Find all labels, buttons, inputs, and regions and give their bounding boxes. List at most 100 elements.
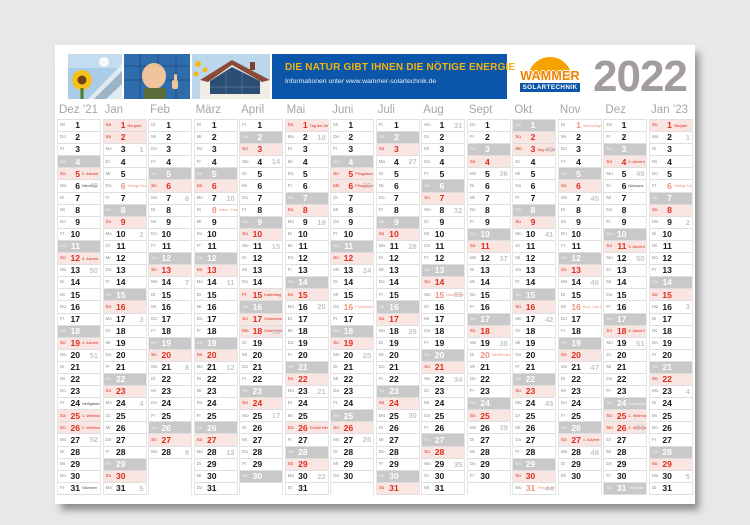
day-number: 2 — [211, 132, 217, 143]
weekday-label: Mi — [196, 219, 202, 224]
weekday-label: Do — [469, 206, 476, 212]
day-number: 31 — [298, 483, 308, 494]
day-cell: Mo 28 13 — [194, 446, 237, 459]
day-cell: Sa 17 — [604, 313, 647, 326]
day-cell: Di 17 — [285, 313, 328, 326]
day-cell: Di 13 — [467, 265, 510, 278]
day-cell: So 14 — [422, 277, 465, 290]
day-number: 18 — [616, 325, 627, 336]
day-cell: Mo18Ostermontag16 — [240, 325, 283, 338]
day-cell: Fr 16 — [604, 301, 647, 314]
day-cell: Sa 5 — [194, 168, 237, 181]
weekday-label: Sa — [333, 243, 339, 249]
week-number: 50 — [89, 266, 99, 276]
day-cell: Do 19 — [649, 337, 692, 350]
weekday-label: Sa — [105, 122, 112, 128]
day-cell: Do 1 — [604, 120, 647, 133]
day-cell: Do 2 — [331, 132, 374, 145]
month-label: Nov — [559, 104, 581, 116]
weekday-label: Mo — [424, 376, 431, 382]
day-cell: Di 4 — [513, 156, 556, 169]
day-number: 22 — [480, 374, 490, 385]
holiday-label: Reformationstag — [537, 485, 555, 491]
day-cell: Fr 2 — [467, 132, 510, 145]
day-number: 8 — [166, 204, 172, 215]
weekday-label: Di — [242, 339, 247, 345]
holiday-label: Buß- und Bettag — [582, 304, 601, 309]
week-number: 42 — [544, 314, 554, 324]
day-cell: Sa 5 — [149, 168, 192, 181]
weekday-label: Di — [515, 412, 520, 418]
weekday-label: Fr — [469, 303, 475, 309]
day-number: 13 — [525, 265, 536, 276]
day-number: 19 — [161, 337, 172, 348]
month-days: Fr 1 Sa 2 So 3 Mo 4 27 Di 5 Mi 6 Do 7 Fr 8 Sa 9 So 10 Mo 11 28 D… — [375, 119, 420, 495]
day-cell: Mi 25 — [285, 410, 328, 423]
day-cell: Fr 3 — [331, 144, 374, 157]
weekday-label: Sa — [151, 170, 157, 176]
weekday-label: Sa — [60, 243, 66, 249]
day-cell: Mo 4 14 — [240, 156, 283, 169]
day-cell: Sa 19 — [194, 337, 237, 350]
weekday-label: Fr — [287, 267, 293, 273]
day-number: 20 — [115, 350, 126, 361]
weekday-label: So — [105, 303, 112, 309]
day-number: 20 — [161, 350, 172, 361]
day-cell: Mo 2 18 — [285, 132, 328, 145]
day-number: 18 — [389, 325, 399, 336]
day-cell: Do 28 — [376, 446, 419, 459]
weekday-label: Mi — [242, 267, 247, 273]
day-number: 24 — [480, 398, 490, 409]
day-number: 10 — [298, 229, 308, 240]
day-cell: Mi 8 — [58, 204, 101, 217]
day-cell: Mi 24 — [422, 398, 465, 411]
empty-cell — [149, 470, 192, 483]
day-cell: So 6 — [194, 180, 237, 193]
day-number: 22 — [525, 374, 536, 385]
day-number: 19 — [525, 337, 536, 348]
boy-thumbs-up-solar-photo — [124, 54, 190, 99]
weekday-label: Di — [151, 206, 156, 212]
day-cell: Mo 11 28 — [376, 240, 419, 254]
day-cell: So 27 — [194, 434, 237, 447]
logo-brand-text: WAMMER — [520, 69, 580, 83]
weekday-label: Mi — [469, 279, 475, 285]
weekday-label: Mo — [424, 291, 431, 297]
weekday-label: Mi — [242, 352, 247, 358]
weekday-label: Di — [424, 472, 429, 478]
day-cell: So 29 — [649, 458, 692, 471]
day-cell: Do 15 — [604, 289, 647, 302]
day-cell: Sa 9 — [240, 216, 283, 229]
weekday-label: Mo — [287, 388, 295, 394]
day-cell: Fr 29 — [376, 458, 419, 471]
day-number: 26 — [434, 422, 445, 433]
day-number: 13 — [571, 265, 581, 276]
weekday-label: So — [333, 339, 339, 345]
week-number: 7 — [184, 278, 190, 288]
week-number: 12 — [226, 362, 235, 372]
day-number: 21 — [389, 362, 399, 373]
year-title: 2022 — [593, 52, 688, 101]
weekday-label: Di — [515, 158, 520, 164]
day-cell: Sa 19 — [558, 337, 601, 350]
day-cell: Mo 21 47 — [558, 361, 601, 374]
weekday-label: Fr — [515, 194, 520, 200]
day-cell: Mi 22 — [331, 373, 374, 387]
day-number: 8 — [485, 204, 490, 215]
day-number: 9 — [485, 217, 490, 227]
weekday-label: Fr — [60, 231, 65, 237]
week-number: 21 — [317, 387, 326, 397]
weekday-label: Fr — [560, 412, 566, 418]
weekday-label: So — [105, 388, 112, 394]
week-number: 51 — [89, 350, 99, 360]
weekday-label: Mo — [515, 231, 522, 237]
weekday-label: Mo — [424, 122, 431, 128]
month-column: Juni Mi 1 Do 2 Fr 3 Sa 4 So 5Pfingstsonntag Mo 6Pfin… — [330, 101, 375, 495]
day-number: 28 — [161, 446, 172, 457]
day-number: 23 — [207, 386, 217, 397]
day-cell: Do 4 — [422, 156, 465, 169]
holiday-label: 2. Weihnachtstag — [82, 424, 100, 430]
day-cell: Mo 30 22 — [285, 470, 328, 483]
weekday-label: So — [560, 182, 567, 188]
